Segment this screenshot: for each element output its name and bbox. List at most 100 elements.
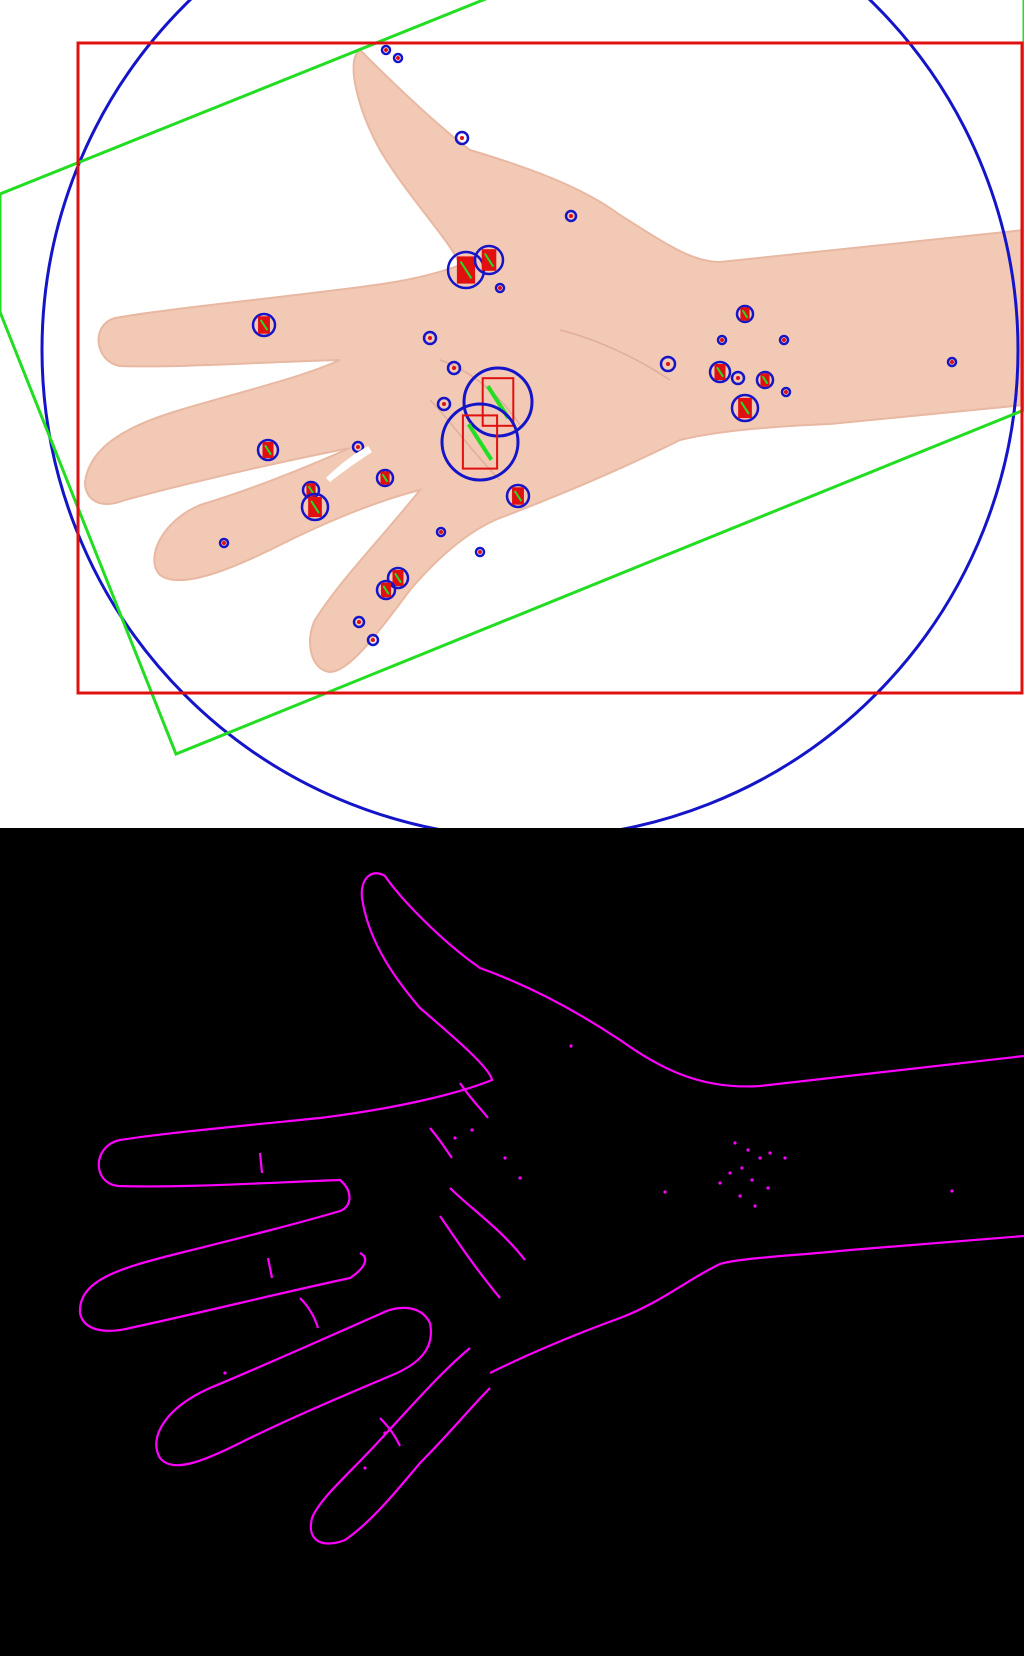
detection-dot: [222, 541, 226, 545]
inner-edge: [429, 1127, 453, 1159]
detection-circle: [564, 209, 578, 223]
detection-circle: [300, 492, 330, 522]
detection-circle: [256, 438, 280, 462]
edge-map: [78, 872, 1024, 1545]
edge-map-panel: [0, 828, 1024, 1656]
edge-speck: [746, 1148, 750, 1152]
detection-circle: [422, 330, 438, 346]
detection-circle: [351, 440, 365, 454]
detection-circle: [251, 312, 277, 338]
detection-dot: [736, 376, 740, 380]
detection-rotated-rect: [466, 423, 494, 461]
detection-markers: [218, 44, 958, 647]
edge-speck: [470, 1128, 474, 1132]
detection-circle: [946, 356, 958, 368]
wrist-edge: [489, 1234, 1024, 1374]
edge-speck: [363, 1466, 367, 1470]
detection-rotated-rect: [741, 309, 749, 319]
edge-speck: [740, 1166, 744, 1170]
edge-speck: [518, 1176, 522, 1180]
detection-circle: [218, 537, 230, 549]
inner-edge: [439, 1215, 501, 1299]
hand-photo: [83, 48, 1024, 674]
detection-circle: [380, 44, 392, 56]
finger-edge: [155, 1306, 433, 1467]
detection-dot: [396, 56, 400, 60]
crease-line: [559, 329, 671, 381]
edge-speck: [768, 1151, 772, 1155]
edge-speck: [663, 1190, 667, 1194]
detection-dot: [569, 214, 573, 218]
finger-gap: [326, 446, 372, 482]
detection-dot: [460, 136, 464, 140]
edge-specks: [223, 1044, 954, 1470]
inner-edge: [379, 1417, 401, 1447]
detection-circle: [735, 304, 755, 324]
edge-contours: [78, 872, 1024, 1545]
inner-edge: [449, 1187, 526, 1261]
detection-circle: [708, 360, 732, 384]
edge-speck: [766, 1186, 770, 1190]
detection-circle: [505, 483, 531, 509]
detection-dot: [428, 336, 432, 340]
detection-circle: [494, 282, 506, 294]
detection-circle: [730, 393, 760, 423]
detection-dot: [478, 550, 482, 554]
detection-circle: [454, 130, 470, 146]
detection-dot: [782, 338, 786, 342]
detection-circle: [375, 579, 397, 601]
edge-speck: [750, 1178, 754, 1182]
detection-rotated-rect: [740, 401, 750, 415]
detection-dot: [784, 390, 788, 394]
edge-speck: [383, 1431, 387, 1435]
detection-dot: [439, 530, 443, 534]
detection-rotated-rect: [513, 490, 523, 502]
detection-dot: [720, 338, 724, 342]
annotated-photo: [0, 0, 1024, 828]
inner-edge: [266, 1257, 274, 1279]
detection-dot: [452, 366, 456, 370]
detection-rotated-rect: [716, 366, 724, 378]
edge-speck: [783, 1156, 787, 1160]
detection-circle: [366, 633, 380, 647]
bounding-box: [76, 41, 1024, 695]
detection-circle: [440, 402, 520, 482]
detection-rotated-rect: [307, 485, 315, 495]
detection-dot: [384, 48, 388, 52]
edge-speck: [733, 1141, 737, 1145]
annotated-photo-panel: [0, 0, 1024, 828]
inner-edge: [459, 1082, 489, 1119]
detection-circle: [352, 615, 366, 629]
inner-edge: [258, 1152, 264, 1174]
detection-rotated-rect: [761, 375, 769, 385]
edge-speck: [569, 1044, 573, 1048]
detection-dot: [666, 362, 670, 366]
detection-dot: [356, 445, 360, 449]
detection-circle: [446, 360, 462, 376]
edge-speck: [753, 1204, 757, 1208]
inner-edge: [299, 1297, 320, 1329]
detection-circle: [730, 370, 746, 386]
detection-rotated-rect: [264, 444, 272, 456]
detection-box: [461, 414, 499, 470]
detection-dot: [950, 360, 954, 364]
detection-circle: [435, 526, 447, 538]
detection-circle: [375, 468, 395, 488]
detection-circle: [780, 386, 792, 398]
edge-speck: [453, 1136, 457, 1140]
finger-edge: [309, 1347, 491, 1545]
detection-rotated-rect: [459, 261, 473, 279]
detection-circle: [436, 396, 452, 412]
detection-circle: [778, 334, 790, 346]
edge-speck: [758, 1156, 762, 1160]
detection-dot: [442, 402, 446, 406]
detection-rotated-rect: [259, 319, 269, 331]
min-area-rect: [0, 0, 1024, 756]
edge-speck: [223, 1371, 227, 1375]
detection-dot: [371, 638, 375, 642]
detection-circle: [392, 52, 404, 64]
hand-outline-edge: [78, 872, 1024, 1332]
detection-rotated-rect: [382, 585, 390, 595]
detection-circle: [755, 370, 775, 390]
crease-line: [429, 399, 501, 481]
